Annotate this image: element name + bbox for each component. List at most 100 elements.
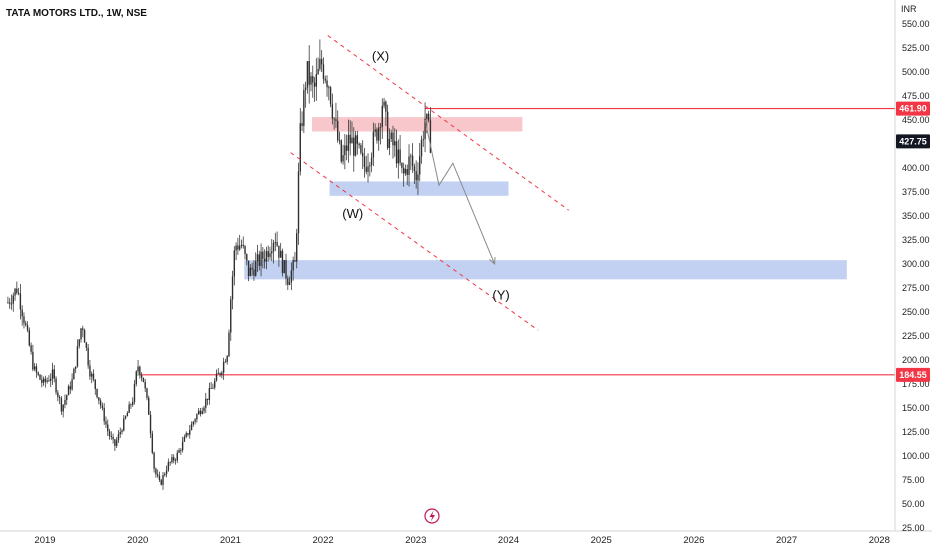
- y-tick-label: 75.00: [902, 475, 925, 485]
- candle-body: [7, 302, 9, 304]
- candle-body: [338, 140, 341, 142]
- wave-label: (Y): [492, 288, 509, 303]
- candle: [169, 461, 171, 466]
- candle: [103, 403, 105, 425]
- candle: [89, 359, 91, 380]
- candle-body: [87, 347, 89, 366]
- chart-title: TATA MOTORS LTD., 1W, NSE: [6, 8, 147, 19]
- candle-body: [299, 123, 301, 172]
- candle: [411, 143, 414, 173]
- candle: [335, 102, 337, 128]
- candle-body: [115, 440, 118, 446]
- candle-body: [12, 295, 14, 304]
- candle: [260, 243, 262, 277]
- candle: [149, 411, 152, 438]
- candle: [404, 164, 407, 176]
- candle: [358, 142, 360, 149]
- candle: [410, 153, 412, 170]
- candle-body: [363, 156, 366, 168]
- candle-body: [108, 431, 111, 437]
- candle-body: [153, 452, 155, 469]
- candle-body: [16, 288, 18, 293]
- candle-body: [238, 245, 241, 250]
- level-tag: 461.90: [899, 104, 927, 114]
- candle-body: [271, 251, 273, 254]
- candle: [17, 287, 20, 296]
- candle: [317, 57, 319, 75]
- candle-body: [114, 439, 116, 446]
- candle: [133, 379, 136, 405]
- candle: [46, 377, 48, 384]
- candle-body: [121, 430, 123, 433]
- candle-body: [85, 342, 88, 348]
- candle-body: [101, 405, 104, 408]
- candle: [231, 270, 234, 310]
- candle-body: [19, 293, 22, 310]
- candle-body: [420, 139, 423, 157]
- candle-body: [296, 233, 298, 262]
- candle-body: [378, 127, 380, 141]
- zone-support-upper[interactable]: [329, 181, 509, 196]
- candle: [78, 338, 80, 349]
- candle: [108, 428, 111, 440]
- candle-body: [82, 328, 84, 331]
- candle-body: [281, 250, 284, 274]
- candle-body: [394, 141, 396, 146]
- channel-line-lower[interactable]: [290, 152, 539, 331]
- candle-body: [292, 260, 294, 271]
- candle-body: [124, 416, 127, 419]
- candle-body: [279, 250, 282, 258]
- candle-body: [126, 412, 129, 417]
- candle-body: [58, 396, 61, 399]
- zone-resistance[interactable]: [311, 117, 523, 132]
- candle-body: [44, 378, 47, 382]
- candle: [60, 396, 63, 415]
- candle-body: [356, 135, 359, 144]
- candle-body: [174, 460, 177, 462]
- lightning-icon[interactable]: [424, 508, 440, 524]
- candle: [267, 245, 269, 262]
- channel-line-upper[interactable]: [327, 35, 570, 211]
- candle-body: [353, 137, 355, 156]
- candle-body: [205, 398, 207, 408]
- candle: [137, 359, 139, 376]
- projection-path[interactable]: [424, 119, 496, 265]
- candle-body: [181, 441, 184, 451]
- candle-body: [417, 174, 419, 181]
- y-tick-label: 25.00: [902, 523, 925, 533]
- candle-body: [426, 113, 428, 119]
- zone-support-target[interactable]: [244, 260, 847, 280]
- candle-body: [23, 316, 25, 324]
- x-tick-label: 2025: [591, 535, 612, 546]
- time-axis[interactable]: 2019 2020 2021 2022 2023 2024 2025 2026 2027 2028: [34, 535, 889, 546]
- candle: [388, 128, 391, 156]
- candle: [83, 328, 86, 343]
- candle: [183, 434, 186, 442]
- candle-body: [39, 374, 41, 380]
- candle: [32, 344, 34, 372]
- candle-body: [221, 372, 223, 375]
- candle: [189, 424, 191, 439]
- candle-body: [98, 397, 100, 401]
- y-tick-label: 525.00: [902, 43, 930, 53]
- candle-body: [14, 288, 16, 296]
- candle-body: [144, 381, 146, 389]
- candle: [240, 239, 243, 249]
- candle: [331, 93, 334, 125]
- candle: [208, 382, 211, 405]
- candle: [297, 162, 300, 245]
- x-tick-label: 2023: [405, 535, 426, 546]
- candle-body: [192, 421, 195, 425]
- candle-body: [429, 120, 432, 153]
- candle-body: [263, 258, 266, 262]
- candle-body: [237, 245, 239, 250]
- candle-body: [358, 143, 360, 146]
- candle-body: [269, 253, 271, 257]
- candle-body: [361, 152, 364, 157]
- candle-body: [329, 87, 332, 105]
- x-tick-label: 2028: [869, 535, 890, 546]
- candle-body: [217, 373, 219, 374]
- candle-body: [415, 171, 417, 181]
- candle-body: [139, 366, 141, 376]
